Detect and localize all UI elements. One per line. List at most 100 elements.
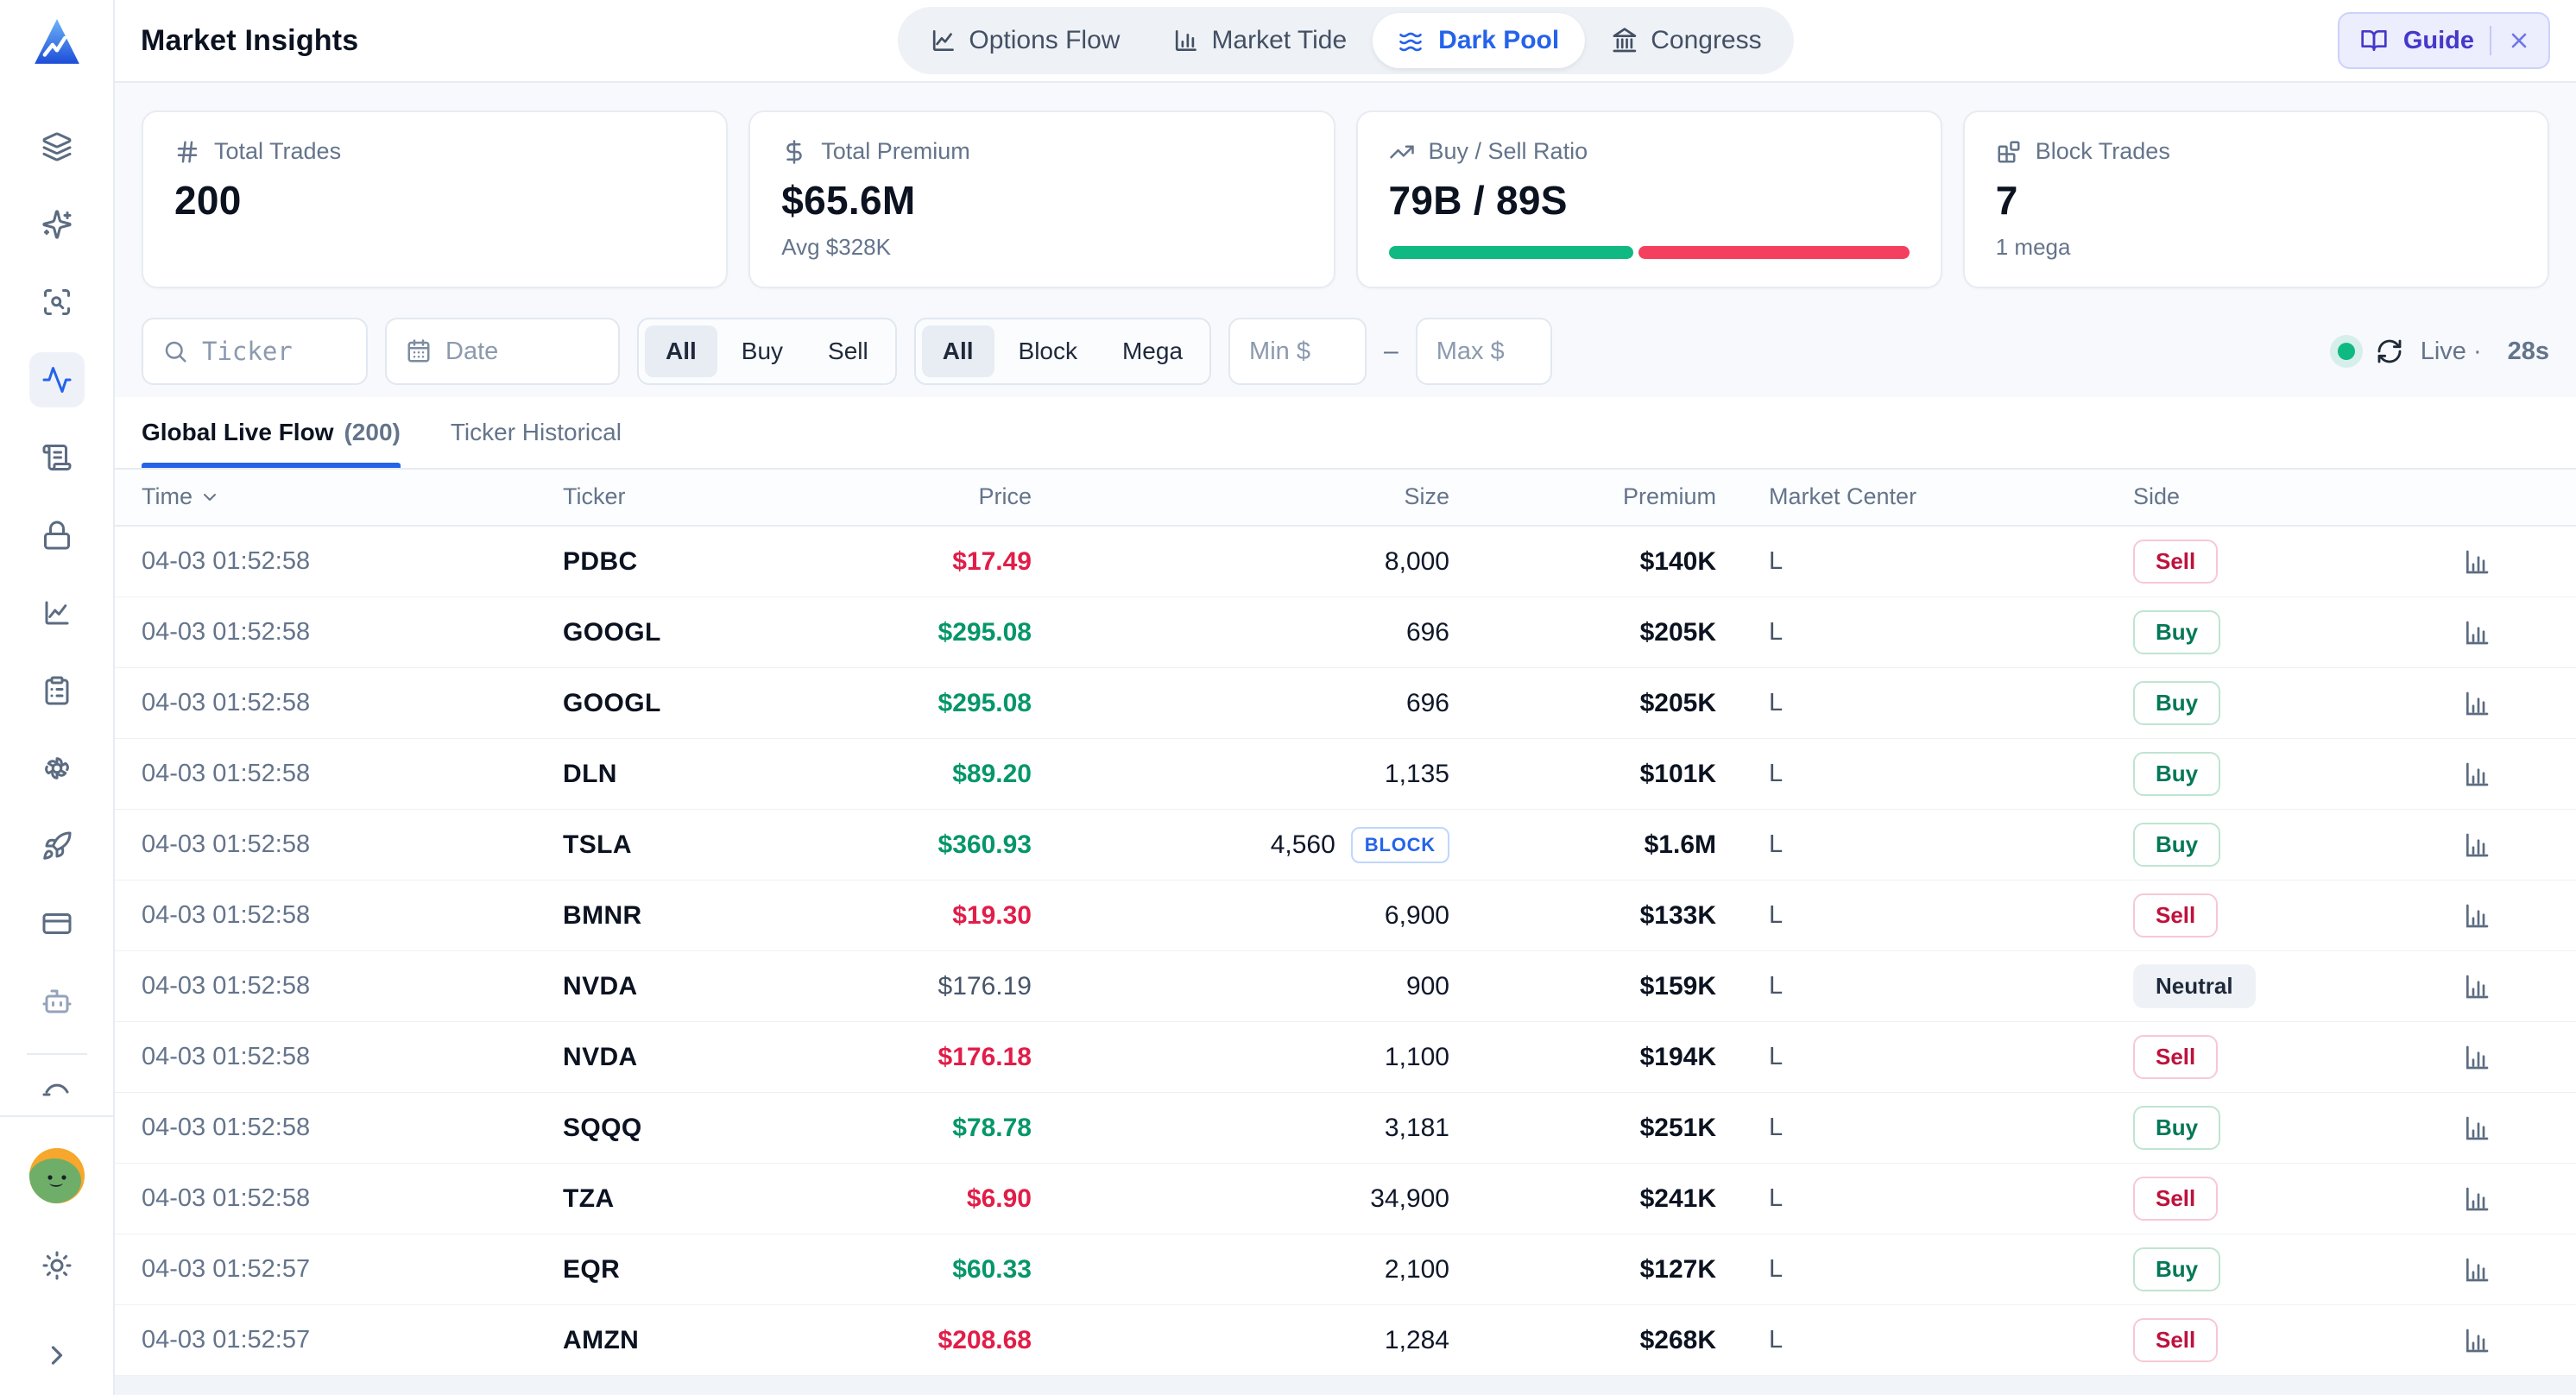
trade-action-cell xyxy=(2411,1327,2541,1354)
view-chart-button[interactable] xyxy=(2463,1114,2491,1142)
sidebar-item-credit-card[interactable] xyxy=(29,896,85,951)
chart-line-icon xyxy=(45,601,68,625)
bot-icon xyxy=(42,989,71,1013)
view-chart-button[interactable] xyxy=(2463,1327,2491,1354)
table-row[interactable]: 04-03 01:52:58 PDBC $17.49 8,000 $140K L… xyxy=(115,527,2576,598)
trade-size-value: 6,900 xyxy=(1384,900,1449,930)
nav-tab-label: Market Tide xyxy=(1211,26,1348,54)
bar-chart-icon xyxy=(2466,1329,2488,1352)
trade-side-cell: Sell xyxy=(2133,893,2411,938)
date-input[interactable] xyxy=(445,337,599,366)
view-chart-button[interactable] xyxy=(2463,902,2491,930)
side-badge: Buy xyxy=(2133,1247,2221,1292)
table-row[interactable]: 04-03 01:52:58 GOOGL $295.08 696 $205K L… xyxy=(115,597,2576,669)
view-chart-button[interactable] xyxy=(2463,619,2491,647)
side-badge: Sell xyxy=(2133,893,2219,938)
bar-chart-icon xyxy=(2466,904,2488,927)
sidebar-item-lock[interactable] xyxy=(29,508,85,563)
side-badge: Buy xyxy=(2133,823,2221,868)
trade-size: 8,000 xyxy=(1032,547,1449,577)
trade-ticker: TZA xyxy=(563,1184,615,1213)
view-chart-button[interactable] xyxy=(2463,1256,2491,1284)
size-filter-option-mega[interactable]: Mega xyxy=(1102,325,1203,377)
tab-global-live-flow[interactable]: Global Live Flow (200) xyxy=(142,397,401,468)
table-row[interactable]: 04-03 01:52:58 NVDA $176.19 900 $159K L … xyxy=(115,951,2576,1023)
table-row[interactable]: 04-03 01:52:57 AMZN $208.68 1,284 $268K … xyxy=(115,1305,2576,1377)
table-row[interactable]: 04-03 01:52:58 BMNR $19.30 6,900 $133K L… xyxy=(115,881,2576,952)
sidebar-item-rocket[interactable] xyxy=(29,818,85,874)
sidebar-item-chart-line[interactable] xyxy=(29,585,85,641)
nav-tab-options-flow[interactable]: Options Flow xyxy=(903,13,1146,68)
refresh-button[interactable] xyxy=(2376,338,2403,365)
theme-toggle-sun-icon[interactable] xyxy=(29,1238,85,1293)
max-premium-input[interactable] xyxy=(1436,337,1531,366)
ticker-search-input[interactable] xyxy=(202,337,347,366)
trade-size-value: 8,000 xyxy=(1384,546,1449,576)
trade-action-cell xyxy=(2411,831,2541,859)
trade-size: 6,900 xyxy=(1032,901,1449,931)
hash-icon xyxy=(177,141,198,162)
table-row[interactable]: 04-03 01:52:58 NVDA $176.18 1,100 $194K … xyxy=(115,1022,2576,1094)
trade-market-center: L xyxy=(1769,830,1784,859)
nav-tab-congress[interactable]: Congress xyxy=(1585,13,1787,68)
view-chart-button[interactable] xyxy=(2463,831,2491,859)
book-open-icon xyxy=(2361,30,2387,51)
sparkles-icon xyxy=(41,210,72,239)
view-chart-button[interactable] xyxy=(2463,1185,2491,1213)
view-chart-button[interactable] xyxy=(2463,761,2491,788)
openai-icon xyxy=(44,757,69,780)
scroll-text-icon xyxy=(42,445,71,470)
guide-button[interactable]: Guide xyxy=(2337,12,2550,69)
table-row[interactable]: 04-03 01:52:57 EQR $60.33 2,100 $127K L … xyxy=(115,1234,2576,1306)
sidebar-item-sparkles[interactable] xyxy=(29,197,85,252)
view-chart-button[interactable] xyxy=(2463,690,2491,717)
trade-time: 04-03 01:52:58 xyxy=(142,901,311,930)
table-row[interactable]: 04-03 01:52:58 DLN $89.20 1,135 $101K L … xyxy=(115,739,2576,811)
sidebar-collapse-chevron-icon[interactable] xyxy=(29,1328,85,1383)
layers-icon xyxy=(42,132,71,161)
column-header-time[interactable]: Time xyxy=(142,483,563,510)
column-header-side: Side xyxy=(2133,483,2181,510)
sidebar-item-openai[interactable] xyxy=(29,741,85,796)
tab-ticker-historical[interactable]: Ticker Historical xyxy=(451,397,622,468)
sidebar-item-bot[interactable] xyxy=(29,974,85,1029)
view-chart-button[interactable] xyxy=(2463,548,2491,576)
table-row[interactable]: 04-03 01:52:58 TZA $6.90 34,900 $241K L … xyxy=(115,1164,2576,1235)
view-chart-button[interactable] xyxy=(2463,973,2491,1000)
trade-ticker: GOOGL xyxy=(563,688,661,717)
sidebar-item-layers[interactable] xyxy=(29,119,85,174)
trade-market-center: L xyxy=(1769,1184,1784,1213)
table-row[interactable]: 04-03 01:52:58 TSLA $360.93 4,560 BLOCK … xyxy=(115,810,2576,881)
app-logo[interactable] xyxy=(0,0,114,83)
live-label: Live · xyxy=(2420,337,2482,365)
trade-market-center: L xyxy=(1769,1326,1784,1354)
size-filter-option-block[interactable]: Block xyxy=(998,325,1098,377)
nav-tab-market-tide[interactable]: Market Tide xyxy=(1146,13,1373,68)
trade-ticker: SQQQ xyxy=(563,1113,642,1142)
nav-tab-dark-pool[interactable]: Dark Pool xyxy=(1373,13,1586,68)
user-avatar[interactable] xyxy=(28,1148,85,1203)
sidebar-item-scan-search[interactable] xyxy=(29,275,85,330)
sidebar-bottom xyxy=(0,1115,113,1395)
trade-ticker: NVDA xyxy=(563,971,638,1000)
view-tabs: Global Live Flow (200) Ticker Historical xyxy=(115,397,2576,470)
sidebar-item-activity[interactable] xyxy=(28,352,85,407)
side-filter-option-sell[interactable]: Sell xyxy=(807,325,889,377)
min-premium-input[interactable] xyxy=(1249,337,1347,366)
trade-price: $17.49 xyxy=(952,546,1032,576)
trade-premium: $251K xyxy=(1639,1113,1716,1142)
trade-action-cell xyxy=(2411,619,2541,647)
trade-size: 2,100 xyxy=(1032,1255,1449,1285)
trade-ticker: PDBC xyxy=(563,546,638,576)
tab-count: (200) xyxy=(344,418,401,445)
sidebar-item-clipboard-list[interactable] xyxy=(29,663,85,718)
table-row[interactable]: 04-03 01:52:58 SQQQ $78.78 3,181 $251K L… xyxy=(115,1093,2576,1165)
stat-label: Total Premium xyxy=(821,138,970,164)
side-filter-option-all[interactable]: All xyxy=(645,325,717,377)
table-row[interactable]: 04-03 01:52:58 GOOGL $295.08 696 $205K L… xyxy=(115,668,2576,740)
view-chart-button[interactable] xyxy=(2463,1044,2491,1071)
size-filter-option-all[interactable]: All xyxy=(921,325,994,377)
side-filter-option-buy[interactable]: Buy xyxy=(721,325,804,377)
sidebar-item-scroll-text[interactable] xyxy=(29,430,85,485)
